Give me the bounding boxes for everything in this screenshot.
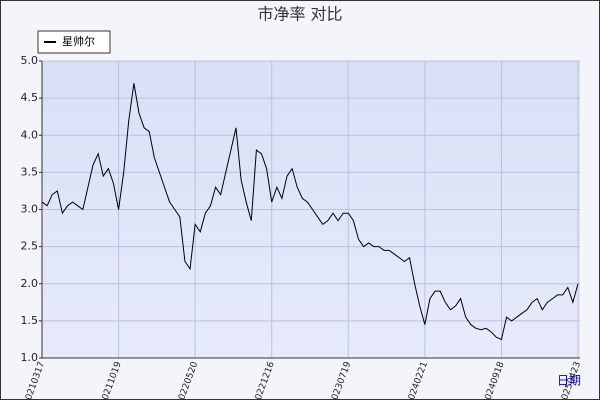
y-tick-label: 3.0: [21, 203, 39, 216]
y-tick-label: 4.0: [21, 128, 39, 141]
y-tick-label: 2.5: [21, 240, 39, 253]
legend-box: [37, 30, 111, 54]
y-tick-label: 5.0: [21, 54, 39, 67]
y-tick-label: 2.0: [21, 277, 39, 290]
y-tick-label: 3.5: [21, 165, 39, 178]
legend-label: 星帅尔: [62, 35, 95, 48]
series-line: [41, 83, 579, 341]
y-tick-label: 4.5: [21, 91, 39, 104]
y-tick-label: 1.5: [21, 314, 39, 327]
chart-title: 市净率 对比: [257, 5, 342, 24]
y-tick-label: 1.0: [21, 351, 39, 364]
x-axis-label: 日期: [557, 374, 581, 388]
